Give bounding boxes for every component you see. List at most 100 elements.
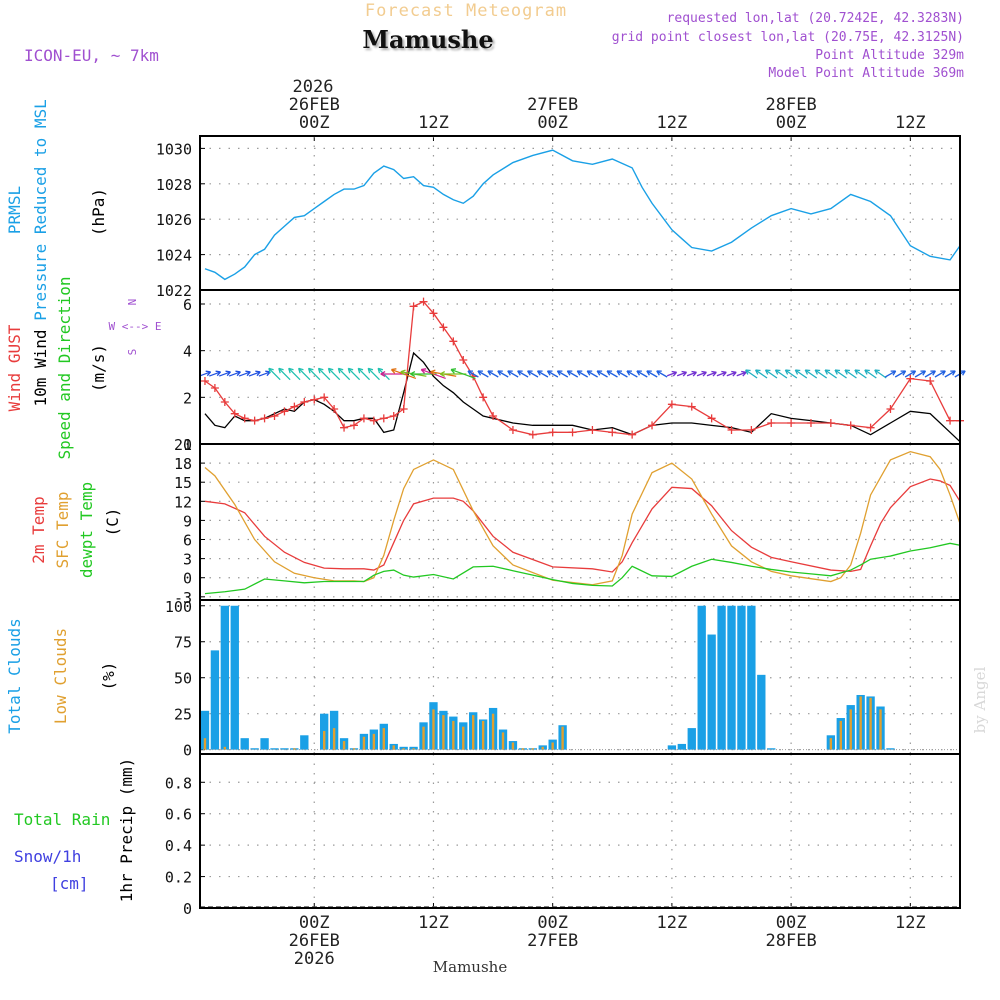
bottom-time-label: 27FEB <box>527 931 578 951</box>
compass-n: N <box>126 299 139 306</box>
total-cloud-bar <box>231 606 239 750</box>
gust-label: Wind GUST <box>5 324 24 411</box>
gust-marker <box>708 414 716 422</box>
y-tick-label: 25 <box>174 706 192 724</box>
top-time-label: 00Z <box>537 113 568 133</box>
y-tick-label: 0 <box>183 900 192 918</box>
cloud-unit: (%) <box>99 662 118 691</box>
y-tick-label: 0.2 <box>165 869 192 887</box>
y-tick-label: 15 <box>174 474 192 492</box>
low-clouds-label: Low Clouds <box>51 628 70 724</box>
total-cloud-bar <box>668 745 676 749</box>
gust-marker <box>628 431 636 439</box>
gust-marker <box>549 428 557 436</box>
top-time-label: 27FEB <box>527 95 578 115</box>
gust-marker <box>280 407 288 415</box>
wind-label: 10m Wind <box>31 329 50 406</box>
y-tick-label: 6 <box>183 532 192 550</box>
axis-labels: 26FEB00Z00Z26FEB202612Z12Z27FEB00Z00Z27F… <box>5 95 926 969</box>
bottom-time-label: 12Z <box>418 913 449 933</box>
gust-marker <box>479 393 487 401</box>
low-cloud-bar <box>363 737 365 750</box>
bottom-time-label: 00Z <box>299 913 330 933</box>
panel-wind: 0246 <box>183 290 965 454</box>
gust-marker <box>251 417 259 425</box>
gust-marker <box>310 396 318 404</box>
panels: 102210241026102810300246-303691215182102… <box>156 136 965 918</box>
low-cloud-bar <box>383 728 385 750</box>
wind-arrow <box>338 368 349 379</box>
gust-marker <box>946 417 954 425</box>
low-cloud-bar <box>432 709 434 749</box>
top-time-label: 12Z <box>657 113 688 133</box>
temp-label: 2m Temp <box>29 496 48 563</box>
wind-arrow <box>269 368 280 379</box>
gust-marker <box>588 426 596 434</box>
low-cloud-bar <box>879 709 881 749</box>
footer-location: Mamushe <box>433 958 508 976</box>
gust-marker <box>847 421 855 429</box>
bottom-time-label: 12Z <box>657 913 688 933</box>
gust-marker <box>340 424 348 432</box>
y-tick-label: 50 <box>174 670 192 688</box>
total-cloud-bar <box>727 606 735 750</box>
gust-marker <box>827 419 835 427</box>
gust-marker <box>261 414 269 422</box>
total-cloud-bar <box>737 606 745 750</box>
total-cloud-bar <box>300 735 308 749</box>
total-cloud-bar <box>767 748 775 749</box>
total-cloud-bar <box>260 738 268 750</box>
compass-s: S <box>126 349 139 356</box>
pressure-unit: (hPa) <box>89 188 108 236</box>
y-tick-label: 100 <box>165 598 192 616</box>
total-cloud-bar <box>757 675 765 750</box>
gust-marker <box>926 377 934 385</box>
wind-arrow <box>279 368 290 379</box>
top-time-label: 26FEB <box>289 95 340 115</box>
panel-precipitation: 00.20.40.60.8 <box>165 754 960 918</box>
wind-arrow <box>319 368 330 379</box>
pressure-label-1: PRMSL <box>5 186 24 234</box>
total-cloud-bar <box>270 748 278 749</box>
wind-arrow <box>309 368 320 379</box>
y-tick-label: 0.6 <box>165 806 192 824</box>
low-cloud-bar <box>472 715 474 750</box>
top-time-label: 12Z <box>418 113 449 133</box>
snow-unit-label: [cm] <box>50 874 89 893</box>
chart-subtitle: Forecast Meteogram <box>365 1 567 21</box>
y-tick-label: 1028 <box>156 176 192 194</box>
total-cloud-bar <box>678 744 686 750</box>
low-cloud-bar <box>393 745 395 749</box>
total-cloud-bar <box>698 606 706 750</box>
low-cloud-bar <box>333 728 335 750</box>
bottom-time-label: 28FEB <box>766 931 817 951</box>
gust-marker <box>439 323 447 331</box>
panel-frame <box>200 444 960 600</box>
low-cloud-bar <box>204 738 206 750</box>
gust-line <box>205 302 960 435</box>
precip-unit: 1hr Precip (mm) <box>117 758 136 903</box>
gust-marker <box>350 421 358 429</box>
y-tick-label: 18 <box>174 455 192 473</box>
wind-arrow <box>299 368 310 379</box>
model-label: ICON-EU, ~ 7km <box>24 46 159 65</box>
sfc-temp-label: SFC Temp <box>53 491 72 568</box>
panel-pressure: 10221024102610281030 <box>156 136 960 300</box>
snow-label: Snow/1h <box>14 847 81 866</box>
low-cloud-bar <box>482 721 484 750</box>
gust-marker <box>201 377 209 385</box>
low-cloud-bar <box>452 721 454 750</box>
bottom-time-label: 00Z <box>776 913 807 933</box>
y-tick-label: 9 <box>183 512 192 530</box>
pressure-label-2: Pressure Reduced to MSL <box>31 99 50 321</box>
wind-arrow <box>289 368 300 379</box>
gust-marker <box>271 412 279 420</box>
gust-marker <box>360 414 368 422</box>
gust-marker <box>509 426 517 434</box>
y-tick-label: 3 <box>183 551 192 569</box>
credit: by Angel <box>971 666 989 733</box>
y-tick-label: 1024 <box>156 247 192 265</box>
gust-marker <box>211 384 219 392</box>
top-time-label: 00Z <box>776 113 807 133</box>
y-tick-label: 6 <box>183 296 192 314</box>
